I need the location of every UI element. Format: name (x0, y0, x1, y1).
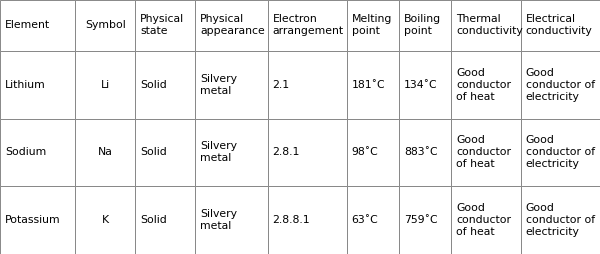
Text: 759˚C: 759˚C (404, 215, 437, 225)
Bar (0, 186, 76, 254)
Bar (347, 186, 399, 254)
Bar (347, 119, 399, 186)
Text: Silvery
metal: Silvery metal (200, 209, 237, 231)
Text: 134˚C: 134˚C (404, 80, 437, 90)
Text: 63˚C: 63˚C (352, 215, 379, 225)
Bar (195, 119, 268, 186)
Text: Good
conductor of
electricity: Good conductor of electricity (526, 68, 595, 102)
Bar (451, 51, 521, 119)
Text: Symbol: Symbol (85, 20, 125, 30)
Bar (76, 186, 135, 254)
Text: 2.8.1: 2.8.1 (272, 147, 300, 157)
Bar (451, 186, 521, 254)
Bar (195, 51, 268, 119)
Text: 2.8.8.1: 2.8.8.1 (272, 215, 310, 225)
Text: Silvery
metal: Silvery metal (200, 141, 237, 163)
Text: Solid: Solid (140, 215, 167, 225)
Bar (195, 186, 268, 254)
Text: Electron
arrangement: Electron arrangement (272, 14, 344, 36)
Text: Potassium: Potassium (5, 215, 61, 225)
Text: 883˚C: 883˚C (404, 147, 437, 157)
Text: Thermal
conductivity: Thermal conductivity (456, 14, 523, 36)
Text: 181˚C: 181˚C (352, 80, 385, 90)
Bar (521, 51, 600, 119)
Bar (521, 186, 600, 254)
Text: Good
conductor
of heat: Good conductor of heat (456, 203, 511, 237)
Text: K: K (102, 215, 109, 225)
Bar (135, 186, 195, 254)
Bar (76, 0, 135, 51)
Text: Silvery
metal: Silvery metal (200, 74, 237, 96)
Bar (399, 51, 451, 119)
Bar (399, 119, 451, 186)
Text: Physical
state: Physical state (140, 14, 184, 36)
Text: Boiling
point: Boiling point (404, 14, 441, 36)
Bar (0, 119, 76, 186)
Bar (399, 186, 451, 254)
Bar (268, 51, 347, 119)
Bar (451, 0, 521, 51)
Text: Lithium: Lithium (5, 80, 46, 90)
Text: Sodium: Sodium (5, 147, 46, 157)
Text: 98˚C: 98˚C (352, 147, 379, 157)
Bar (521, 0, 600, 51)
Bar (76, 119, 135, 186)
Bar (135, 51, 195, 119)
Bar (268, 0, 347, 51)
Bar (76, 51, 135, 119)
Text: Good
conductor of
electricity: Good conductor of electricity (526, 203, 595, 237)
Text: Good
conductor
of heat: Good conductor of heat (456, 135, 511, 169)
Bar (347, 0, 399, 51)
Text: Solid: Solid (140, 80, 167, 90)
Bar (347, 51, 399, 119)
Text: Solid: Solid (140, 147, 167, 157)
Bar (268, 119, 347, 186)
Bar (451, 119, 521, 186)
Text: Electrical
conductivity: Electrical conductivity (526, 14, 592, 36)
Text: Physical
appearance: Physical appearance (200, 14, 265, 36)
Text: Na: Na (98, 147, 113, 157)
Text: Good
conductor
of heat: Good conductor of heat (456, 68, 511, 102)
Text: Good
conductor of
electricity: Good conductor of electricity (526, 135, 595, 169)
Bar (135, 0, 195, 51)
Text: Melting
point: Melting point (352, 14, 392, 36)
Text: Li: Li (101, 80, 110, 90)
Bar (399, 0, 451, 51)
Bar (0, 0, 76, 51)
Text: 2.1: 2.1 (272, 80, 290, 90)
Bar (268, 186, 347, 254)
Bar (195, 0, 268, 51)
Text: Element: Element (5, 20, 50, 30)
Bar (0, 51, 76, 119)
Bar (135, 119, 195, 186)
Bar (521, 119, 600, 186)
